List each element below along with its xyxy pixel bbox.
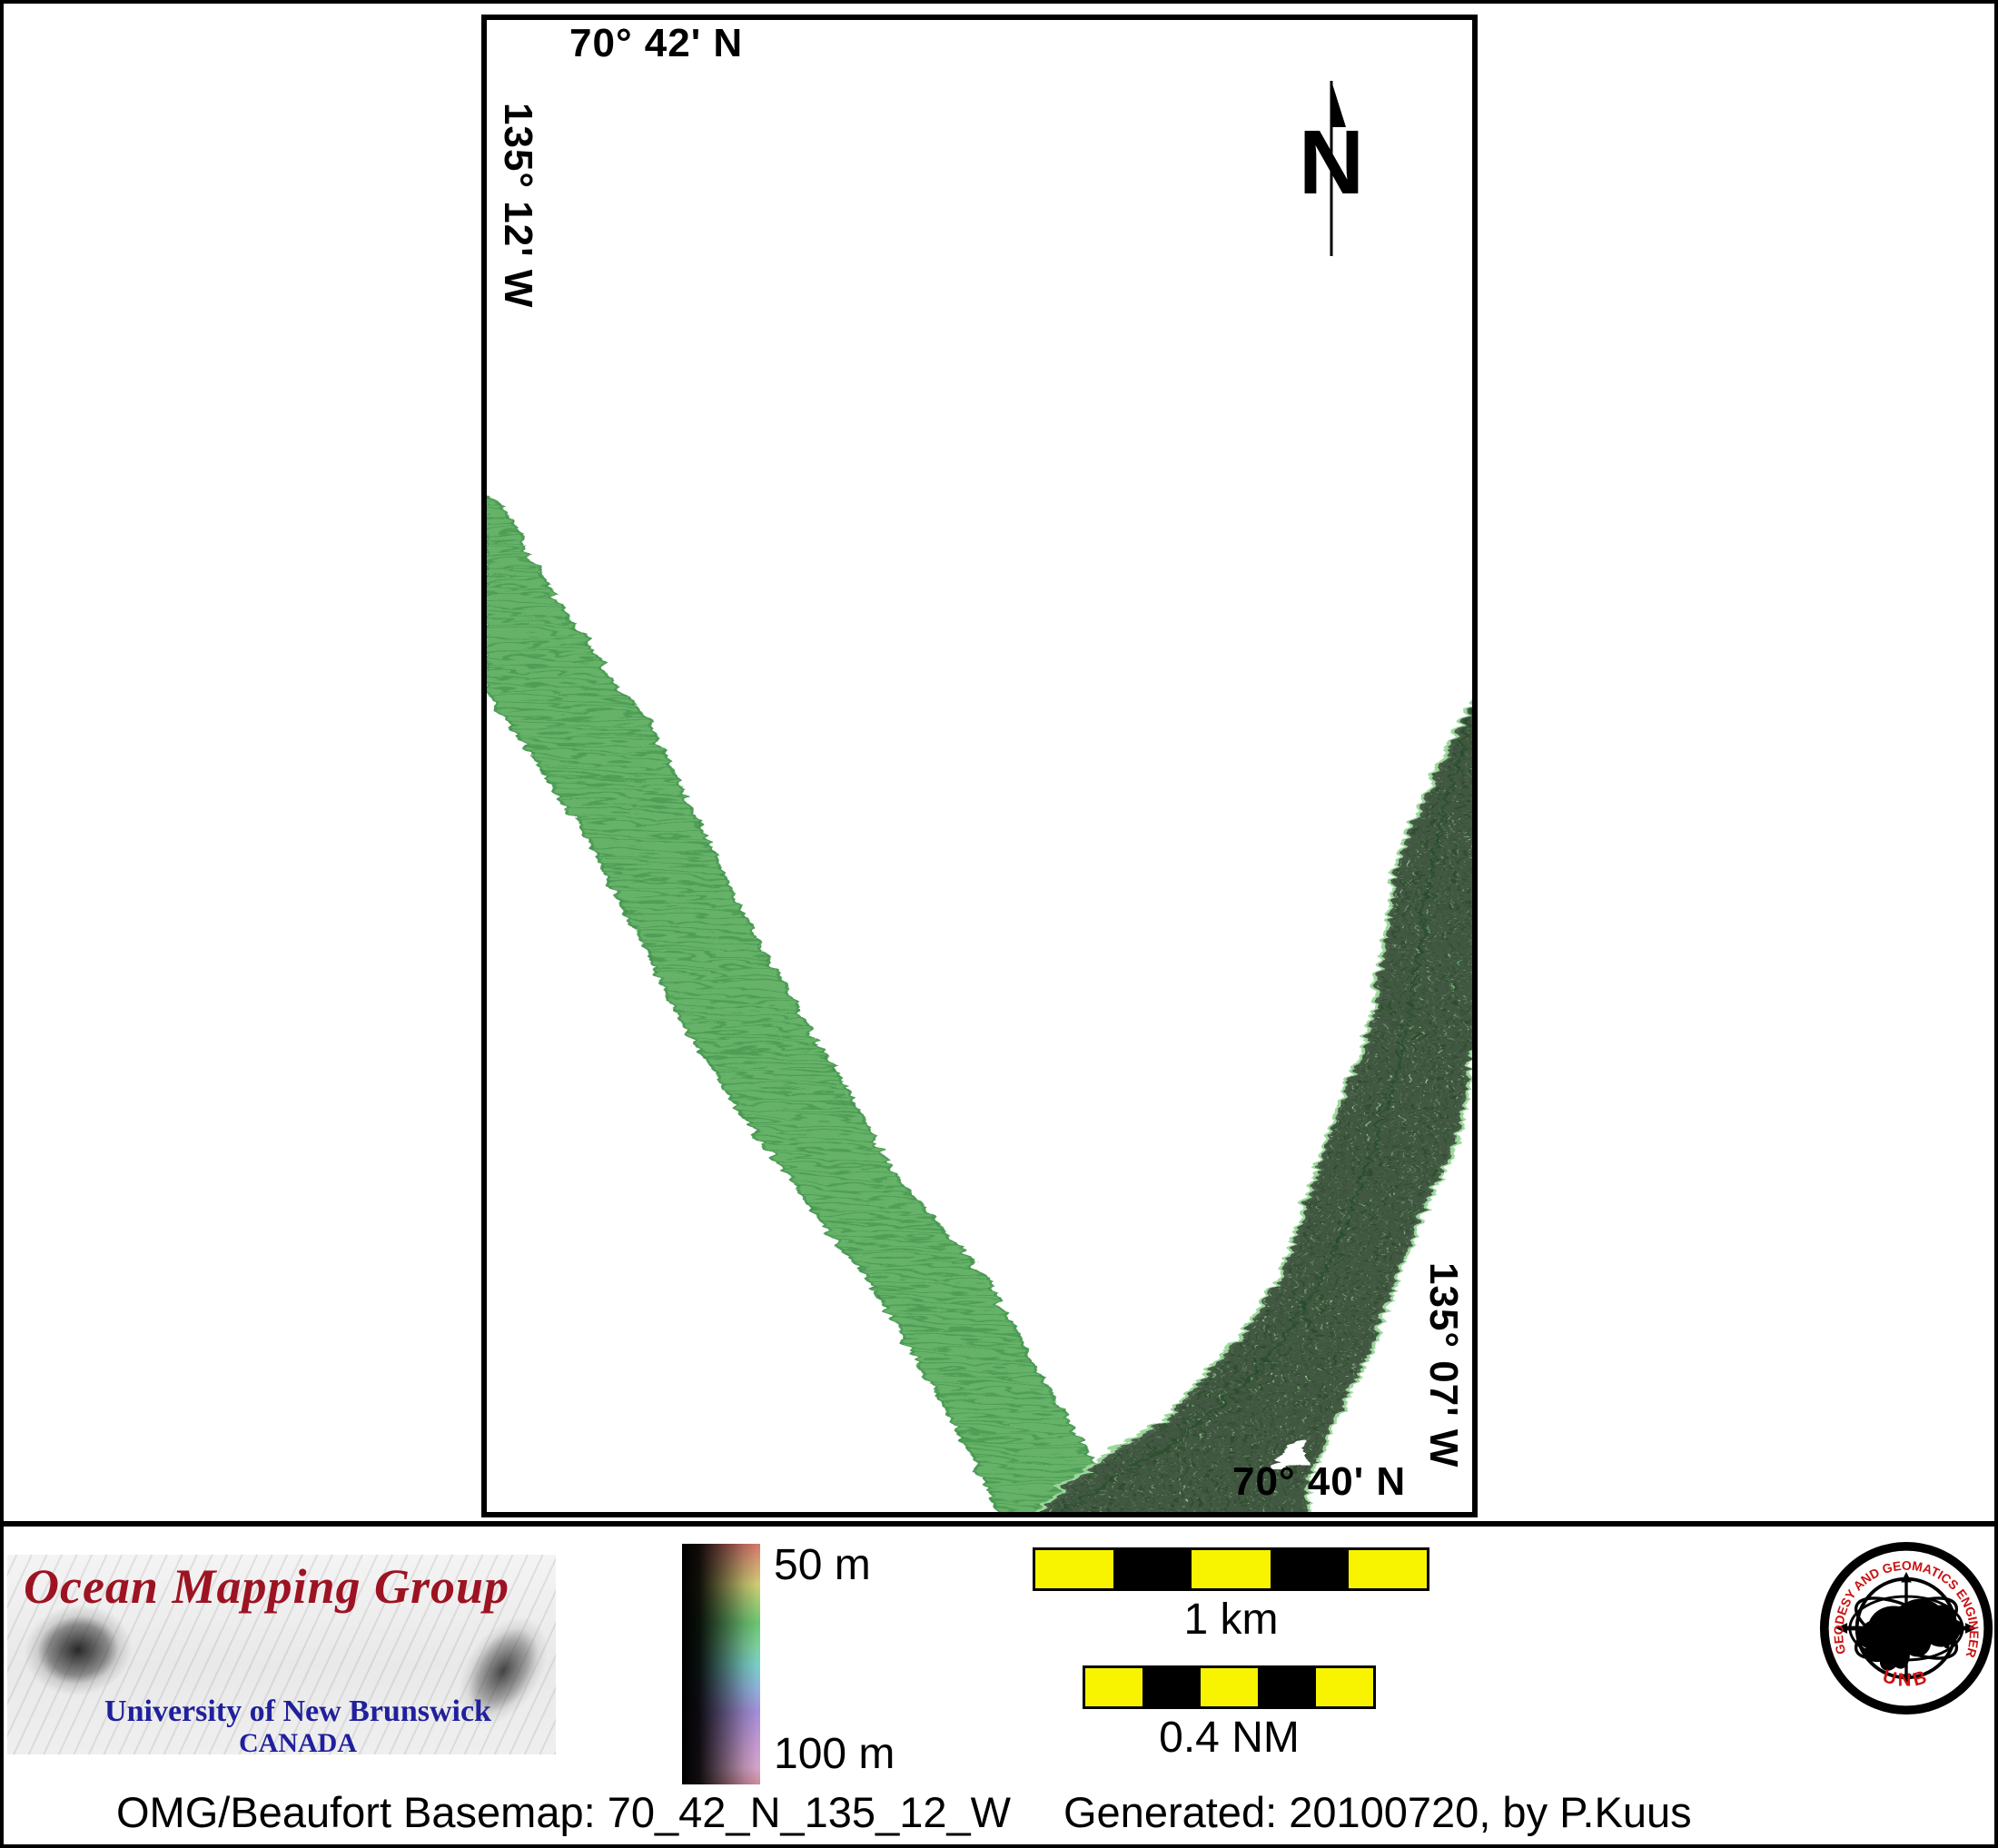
scale-segment (1035, 1550, 1114, 1588)
omg-logo-title: Ocean Mapping Group (24, 1559, 510, 1614)
scale-segment (1113, 1550, 1192, 1588)
scale-bar-km (1033, 1547, 1429, 1591)
scale-segment (1200, 1668, 1259, 1706)
omg-logo: Ocean Mapping Group University of New Br… (7, 1555, 556, 1754)
swath-gaps (900, 1426, 1305, 1466)
map-label-bottom-latitude: 70° 40' N (1232, 1459, 1407, 1504)
depth-scale-top-label: 50 m (774, 1541, 871, 1589)
unb-geodesy-seal: GEODESY AND GEOMATICS ENGINEERING UNB (1818, 1540, 1993, 1715)
omg-university-text: University of New Brunswick (104, 1695, 491, 1728)
caption-generated-info: Generated: 20100720, by P.Kuus (1063, 1788, 1692, 1836)
map-caption: OMG/Beaufort Basemap: 70_42_N_135_12_W Ge… (116, 1791, 1692, 1833)
caption-basemap-id: OMG/Beaufort Basemap: 70_42_N_135_12_W (116, 1788, 1011, 1836)
north-arrow: N (1299, 81, 1364, 256)
seal-island (1944, 1643, 1950, 1649)
scale-segment (1315, 1668, 1374, 1706)
scale-segment (1270, 1550, 1349, 1588)
scale-segment (1142, 1668, 1201, 1706)
map-frame: 70° 42' N 135° 12' W 135° 07' W 70° 40' … (481, 15, 1478, 1517)
seal-unb-text: UNB (1880, 1666, 1932, 1691)
seal-continents (1856, 1598, 1963, 1671)
map-label-left-longitude: 135° 12' W (496, 103, 540, 309)
depth-color-scale (682, 1544, 760, 1784)
scale-bar-km-label: 1 km (1183, 1596, 1279, 1644)
scale-segment (1258, 1668, 1316, 1706)
omg-logo-subtitle: University of New Brunswick CANADA (44, 1695, 552, 1755)
scale-bar-nm (1083, 1665, 1376, 1709)
omg-country-text: CANADA (239, 1728, 357, 1755)
swath-right (1022, 684, 1472, 1512)
panel-separator-line (0, 1521, 1998, 1527)
depth-scale-bottom-label: 100 m (774, 1730, 895, 1778)
scale-segment (1085, 1668, 1143, 1706)
scale-segment (1348, 1550, 1428, 1588)
sonar-swath-layer (487, 492, 1472, 1512)
map-label-right-longitude: 135° 07' W (1421, 1262, 1466, 1468)
scale-segment (1192, 1550, 1271, 1588)
swath-left (487, 492, 1118, 1512)
scale-bar-nm-label: 0.4 NM (1159, 1714, 1300, 1762)
north-arrow-head (1331, 81, 1346, 127)
map-label-top-latitude: 70° 42' N (569, 21, 744, 65)
